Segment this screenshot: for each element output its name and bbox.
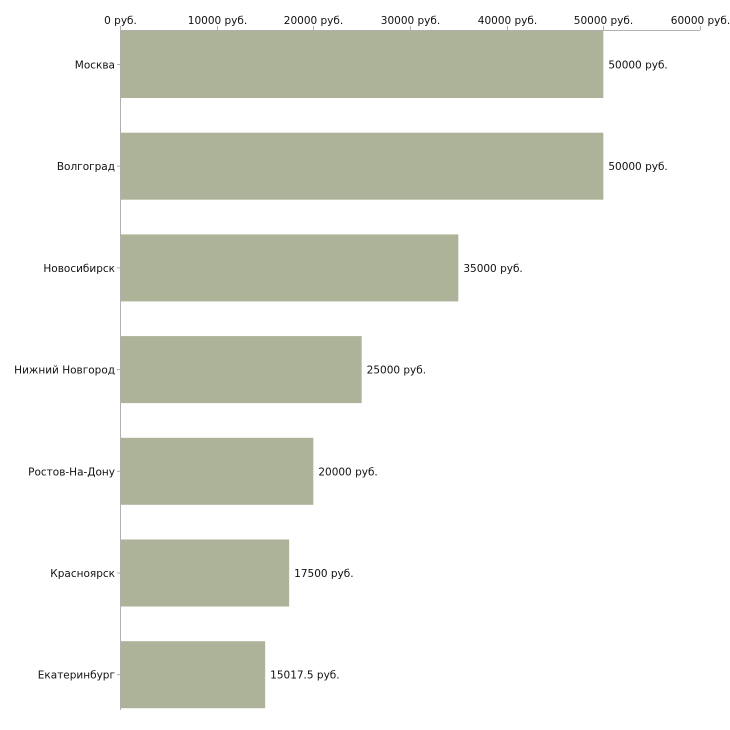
category-label: Екатеринбург bbox=[38, 670, 115, 682]
value-label: 15017.5 руб. bbox=[270, 670, 339, 682]
bar bbox=[121, 437, 314, 505]
x-tick-label: 0 руб. bbox=[104, 15, 137, 27]
x-tick-label: 50000 руб. bbox=[574, 15, 633, 27]
value-label: 20000 руб. bbox=[318, 466, 377, 478]
x-tick-label: 30000 руб. bbox=[381, 15, 440, 27]
bar bbox=[121, 641, 266, 709]
value-label: 50000 руб. bbox=[608, 60, 667, 72]
bars-layer bbox=[121, 31, 604, 709]
labels-layer: Москва 50000 руб. Волгоград 50000 руб. Новос… bbox=[14, 60, 668, 682]
bar bbox=[121, 336, 362, 404]
category-label: Москва bbox=[75, 60, 115, 72]
bar bbox=[121, 31, 604, 98]
category-label: Ростов-На-Дону bbox=[28, 466, 115, 478]
x-tick-label: 40000 руб. bbox=[478, 15, 537, 27]
value-label: 25000 руб. bbox=[367, 365, 426, 377]
bar bbox=[121, 539, 290, 607]
x-tick-label: 20000 руб. bbox=[284, 15, 343, 27]
bar bbox=[121, 132, 604, 200]
x-tick-label: 60000 руб. bbox=[671, 15, 730, 27]
category-label: Красноярск bbox=[50, 568, 115, 580]
category-label: Новосибирск bbox=[43, 263, 115, 275]
axes-layer: 0 руб. 10000 руб. 20000 руб. 30000 руб. 4000… bbox=[104, 15, 730, 710]
value-label: 35000 руб. bbox=[463, 263, 522, 275]
category-label: Нижний Новгород bbox=[14, 365, 115, 377]
bar bbox=[121, 234, 459, 302]
value-label: 17500 руб. bbox=[294, 568, 353, 580]
value-label: 50000 руб. bbox=[608, 161, 667, 173]
x-tick-label: 10000 руб. bbox=[188, 15, 247, 27]
category-label: Волгоград bbox=[57, 161, 115, 173]
